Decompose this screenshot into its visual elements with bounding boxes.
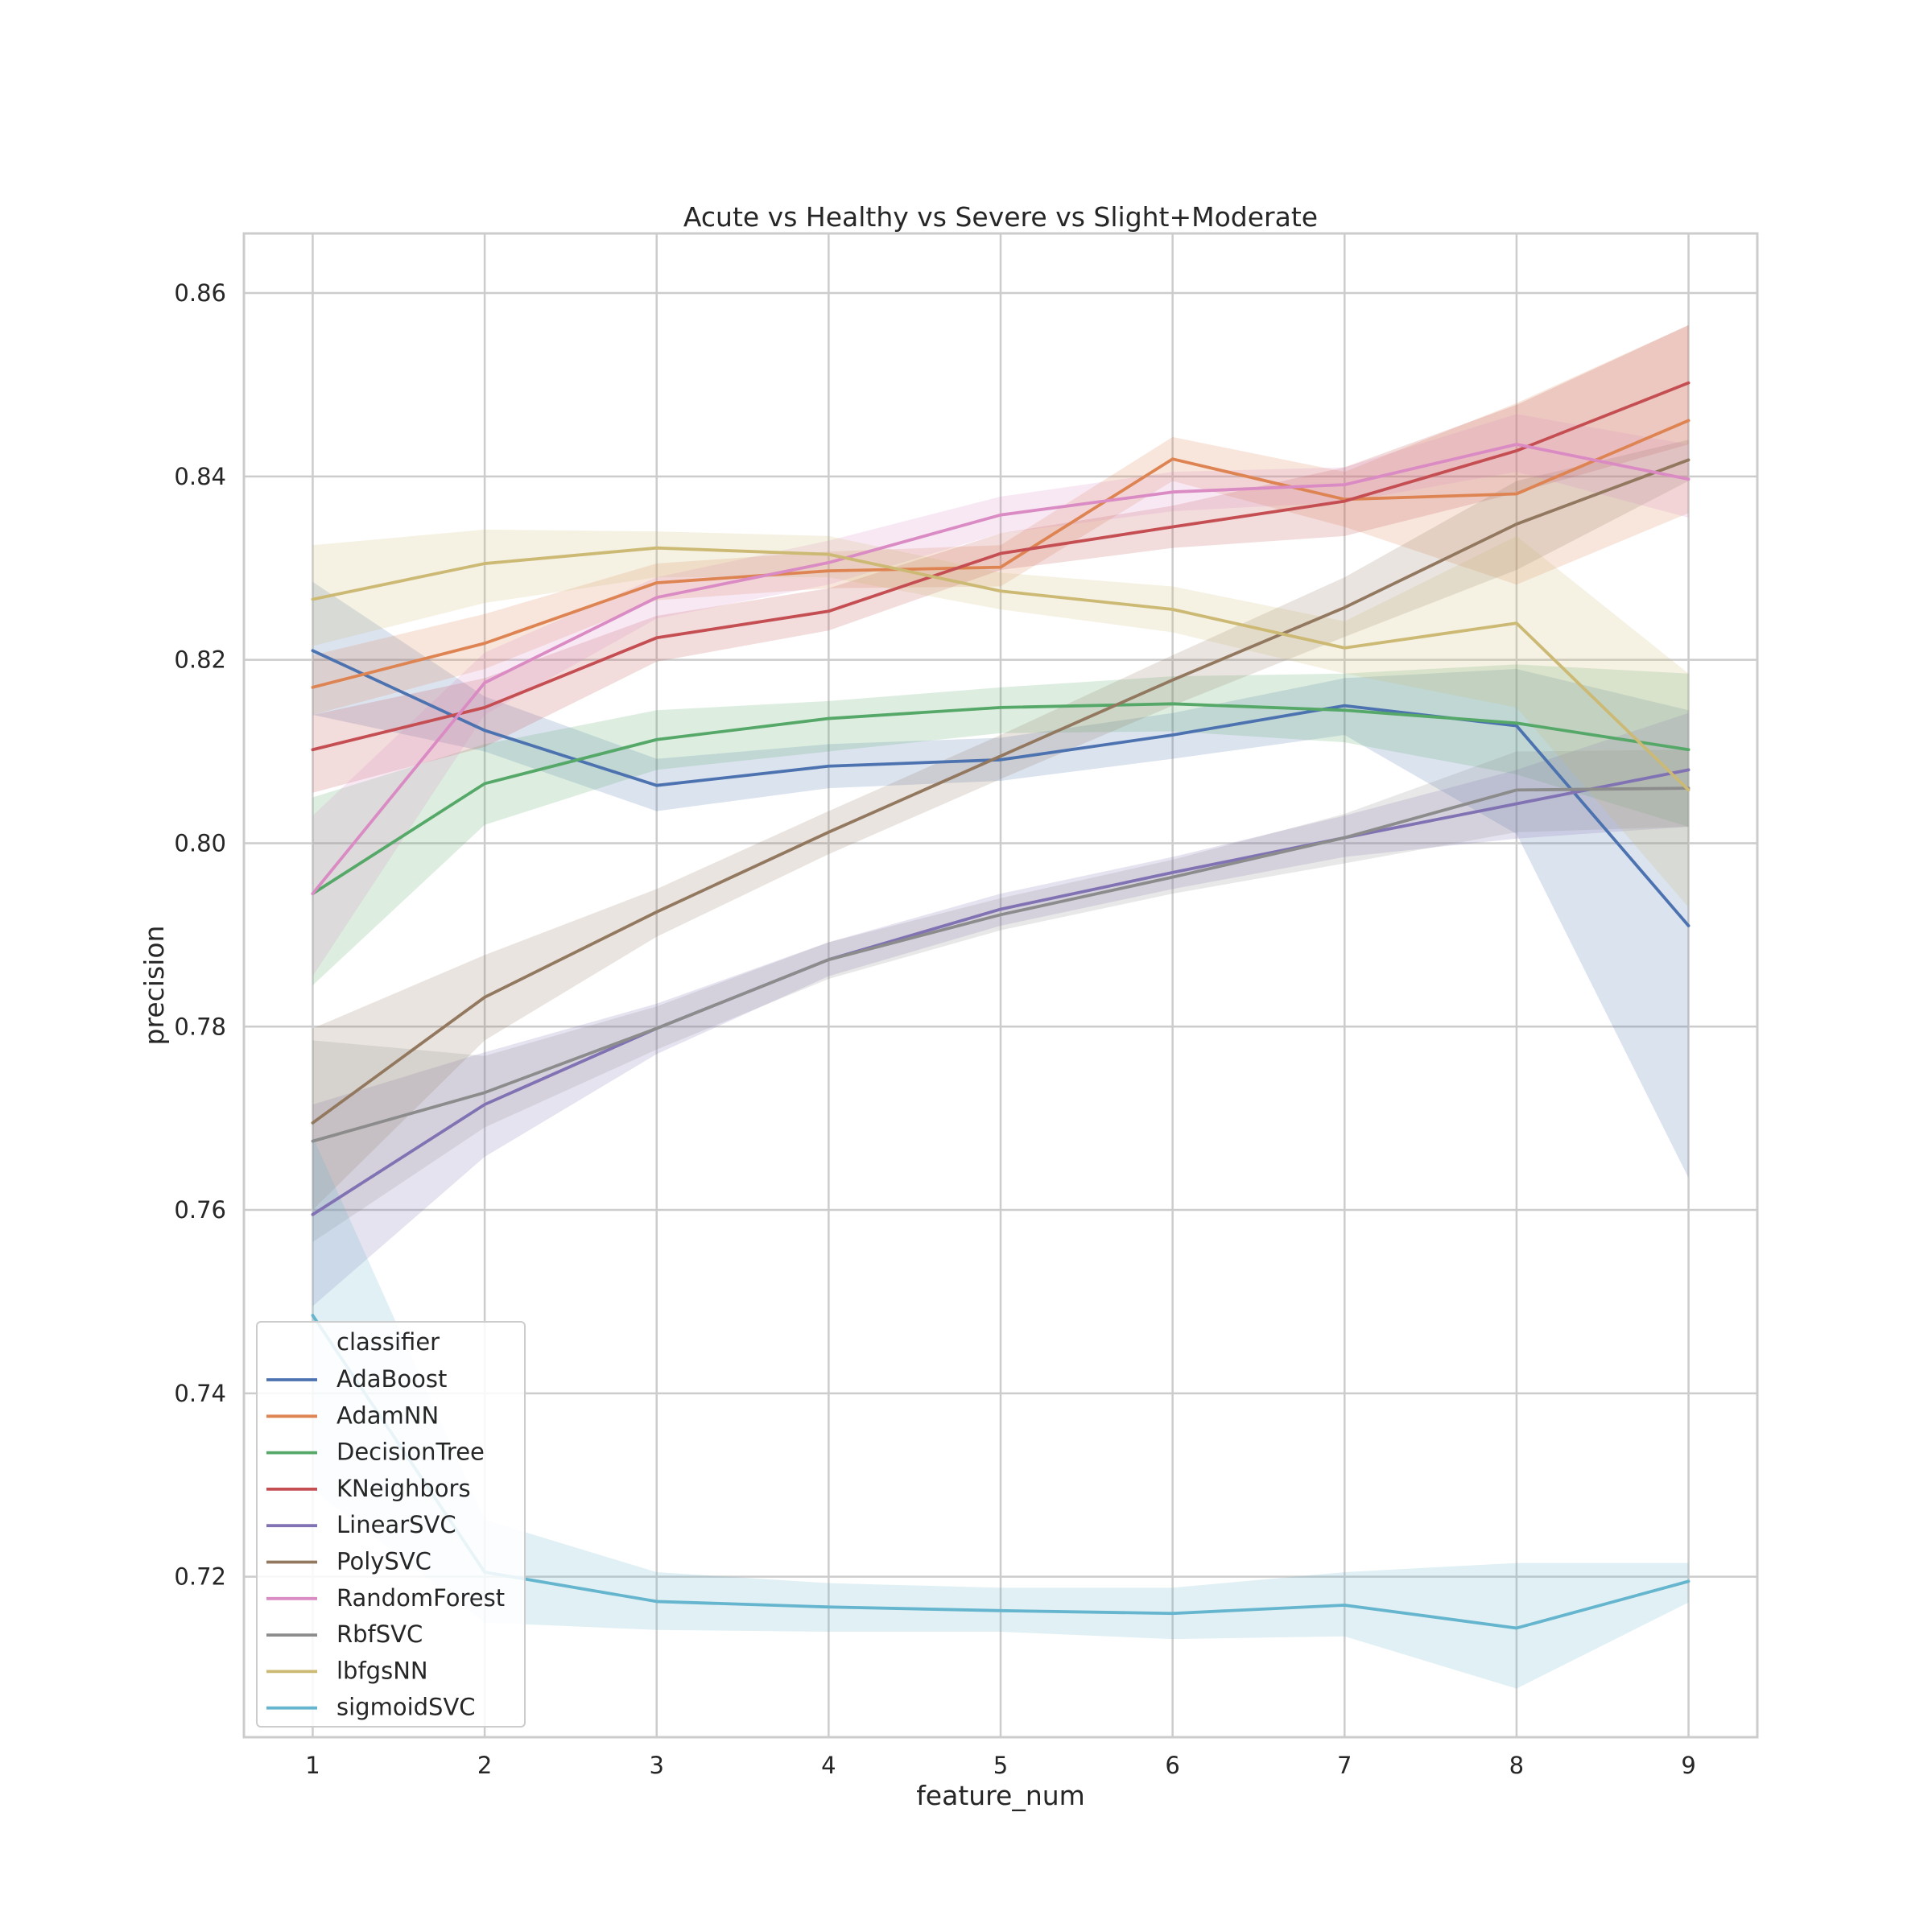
x-tick-label: 9: [1681, 1752, 1695, 1779]
legend-label-linear-svc: LinearSVC: [336, 1511, 456, 1538]
legend-label-ada-boost: AdaBoost: [336, 1365, 447, 1393]
y-tick-label: 0.72: [174, 1563, 226, 1591]
legend-label-rbf-svc: RbfSVC: [336, 1620, 423, 1648]
legend-items: AdaBoost AdamNN DecisionTree KNeighbors Line…: [266, 1365, 505, 1721]
x-tick-label: 4: [821, 1752, 836, 1779]
y-tick-label: 0.74: [174, 1380, 226, 1407]
legend-label-random-forest: RandomForest: [336, 1584, 505, 1612]
band-sigmoid-svc: [312, 1136, 1689, 1689]
y-tick-label: 0.76: [174, 1196, 226, 1224]
legend: classifier AdaBoost AdamNN DecisionTree KNe…: [256, 1321, 526, 1728]
y-tick-label: 0.84: [174, 463, 226, 490]
legend-label-kneighbors: KNeighbors: [336, 1475, 471, 1502]
x-tick-label: 2: [477, 1752, 492, 1779]
confidence-bands: [312, 324, 1689, 1689]
y-tick-label: 0.82: [174, 646, 226, 674]
x-tick-label: 3: [650, 1752, 664, 1779]
band-decision-tree: [312, 664, 1689, 985]
legend-label-lbfgs-nn: lbfgsNN: [336, 1657, 428, 1684]
series-line-random-forest: [311, 443, 1690, 895]
x-tick-label: 1: [305, 1752, 320, 1779]
legend-label-poly-svc: PolySVC: [336, 1548, 431, 1575]
x-tick-label: 7: [1337, 1752, 1352, 1779]
band-poly-svc: [312, 440, 1689, 1211]
y-tick-label: 0.86: [174, 279, 226, 307]
band-random-forest: [312, 414, 1689, 976]
band-kneighbors: [312, 324, 1689, 793]
band-adam-nn: [312, 324, 1689, 715]
band-ada-boost: [312, 581, 1689, 1179]
series-line-rbf-svc: [311, 786, 1690, 1143]
chart-title: Acute vs Healthy vs Severe vs Slight+Mod…: [683, 201, 1318, 233]
x-tick-label: 6: [1165, 1752, 1179, 1779]
y-axis-label: precision: [138, 926, 170, 1046]
y-tick-label: 0.80: [174, 829, 226, 857]
band-rbf-svc: [312, 749, 1689, 1242]
series-line-poly-svc: [311, 458, 1690, 1125]
series-lines: [311, 381, 1690, 1630]
series-line-kneighbors: [311, 381, 1690, 752]
band-linear-svc: [312, 712, 1689, 1307]
series-line-sigmoid-svc: [311, 1314, 1690, 1630]
legend-label-sigmoid-svc: sigmoidSVC: [336, 1694, 476, 1721]
plot-frame: [242, 232, 1759, 1739]
y-tick-label: 0.78: [174, 1013, 226, 1040]
x-tick-labels: 1 2 3 4 5 6 7 8 9: [305, 1752, 1696, 1779]
legend-box: [256, 1321, 526, 1728]
series-line-linear-svc: [311, 768, 1690, 1216]
series-line-adam-nn: [311, 419, 1690, 689]
band-lbfgs-nn: [312, 529, 1689, 908]
legend-label-adam-nn: AdamNN: [336, 1402, 439, 1429]
series-line-decision-tree: [311, 702, 1690, 895]
x-tick-label: 8: [1509, 1752, 1524, 1779]
series-line-lbfgs-nn: [311, 546, 1690, 792]
x-tick-label: 5: [993, 1752, 1008, 1779]
legend-label-decision-tree: DecisionTree: [336, 1439, 485, 1466]
grid: [244, 233, 1757, 1737]
legend-title: classifier: [336, 1328, 440, 1356]
x-axis-label: feature_num: [916, 1780, 1085, 1811]
y-tick-labels: 0.72 0.74 0.76 0.78 0.80 0.82 0.84 0.86: [174, 279, 226, 1591]
